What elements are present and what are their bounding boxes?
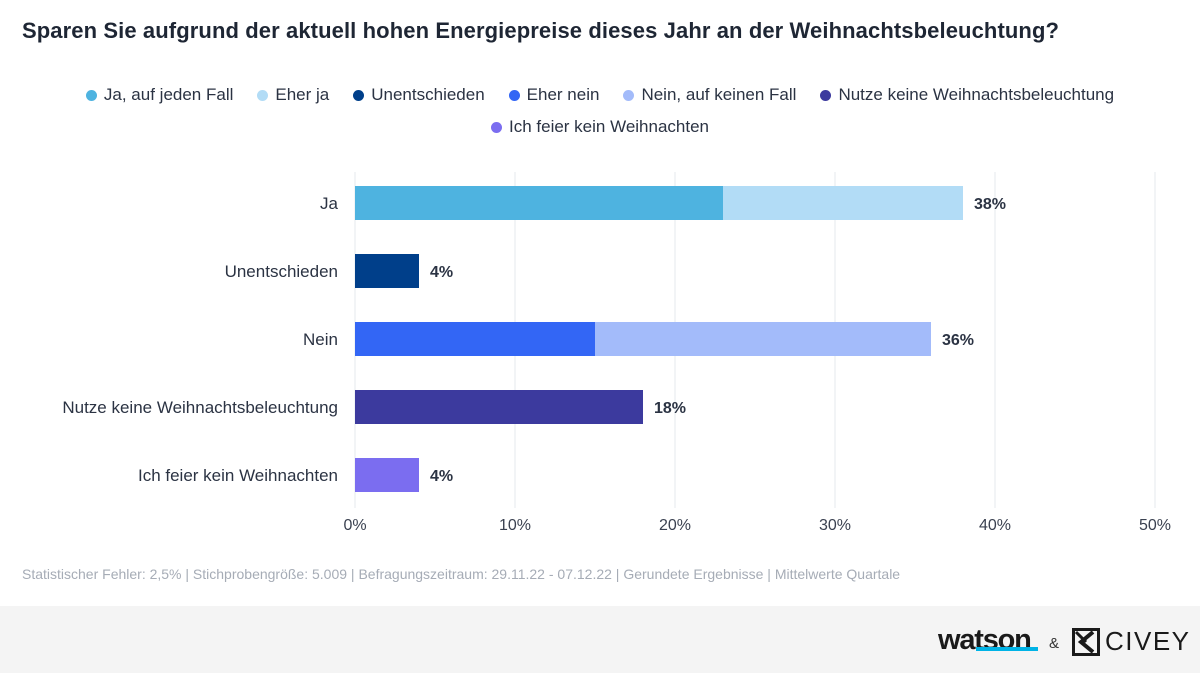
legend-dot-icon: [85, 89, 97, 101]
legend: Ja, auf jeden Fall Eher ja Unentschieden Eh…: [20, 84, 1180, 138]
ampersand: &: [1049, 635, 1060, 652]
legend-label: Ich feier kein Weihnachten: [508, 117, 710, 136]
legend-label: Nein, auf keinen Fall: [641, 85, 797, 104]
chart-title: Sparen Sie aufgrund der aktuell hohen En…: [22, 18, 1060, 43]
category-label: Ich feier kein Weihnachten: [138, 466, 338, 485]
legend-item[interactable]: Unentschieden: [353, 84, 485, 106]
legend-item[interactable]: Ja, auf jeden Fall: [85, 84, 234, 106]
watson-underline: [976, 647, 1038, 651]
footnote: Statistischer Fehler: 2,5% | Stichproben…: [22, 566, 901, 582]
legend-item[interactable]: Nutze keine Weihnachtsbeleuchtung: [820, 84, 1114, 106]
bar-segment: [355, 458, 419, 492]
value-label: 4%: [430, 264, 453, 281]
civey-wordmark: CIVEY: [1105, 626, 1191, 656]
category-label: Unentschieden: [225, 262, 338, 281]
category-label: Nein: [303, 330, 338, 349]
legend-dot-icon: [623, 89, 635, 101]
value-label: 36%: [942, 332, 974, 349]
legend-dot-icon: [490, 121, 502, 133]
bar-segment: [723, 186, 963, 220]
legend-dot-icon: [257, 89, 269, 101]
x-tick-label: 50%: [1139, 517, 1171, 534]
legend-dot-icon: [820, 89, 832, 101]
value-label: 18%: [654, 400, 686, 417]
bar-segment: [595, 322, 931, 356]
x-tick-label: 0%: [343, 517, 366, 534]
bar-segment: [355, 322, 595, 356]
legend-dot-icon: [508, 89, 520, 101]
legend-label: Eher ja: [275, 85, 330, 104]
bar-segment: [355, 254, 419, 288]
value-label: 38%: [974, 196, 1006, 213]
x-tick-label: 30%: [819, 517, 851, 534]
bar-segment: [355, 390, 643, 424]
civey-logo[interactable]: CIVEY: [1072, 626, 1191, 657]
legend-label: Ja, auf jeden Fall: [103, 85, 234, 104]
category-label: Ja: [320, 194, 339, 213]
watson-logo[interactable]: watson: [938, 624, 1032, 656]
bar-chart: 0% 10% 20% 30% 40% 50% Ja 38% Unentschieden 4% Nei…: [62, 172, 1171, 534]
civey-mark-icon: [1072, 627, 1100, 656]
bar-segment: [355, 186, 723, 220]
legend-item[interactable]: Ich feier kein Weihnachten: [490, 116, 710, 138]
legend-item[interactable]: Nein, auf keinen Fall: [623, 84, 796, 106]
x-tick-label: 40%: [979, 517, 1011, 534]
legend-label: Nutze keine Weihnachtsbeleuchtung: [838, 85, 1115, 104]
category-label: Nutze keine Weihnachtsbeleuchtung: [62, 398, 338, 417]
value-label: 4%: [430, 468, 453, 485]
legend-dot-icon: [353, 89, 365, 101]
legend-label: Eher nein: [526, 85, 600, 104]
legend-label: Unentschieden: [371, 85, 485, 104]
footer: watson & CIVEY: [0, 606, 1200, 673]
legend-item[interactable]: Eher nein: [508, 84, 600, 106]
x-tick-label: 20%: [659, 517, 691, 534]
x-tick-label: 10%: [499, 517, 531, 534]
legend-item[interactable]: Eher ja: [257, 84, 329, 106]
